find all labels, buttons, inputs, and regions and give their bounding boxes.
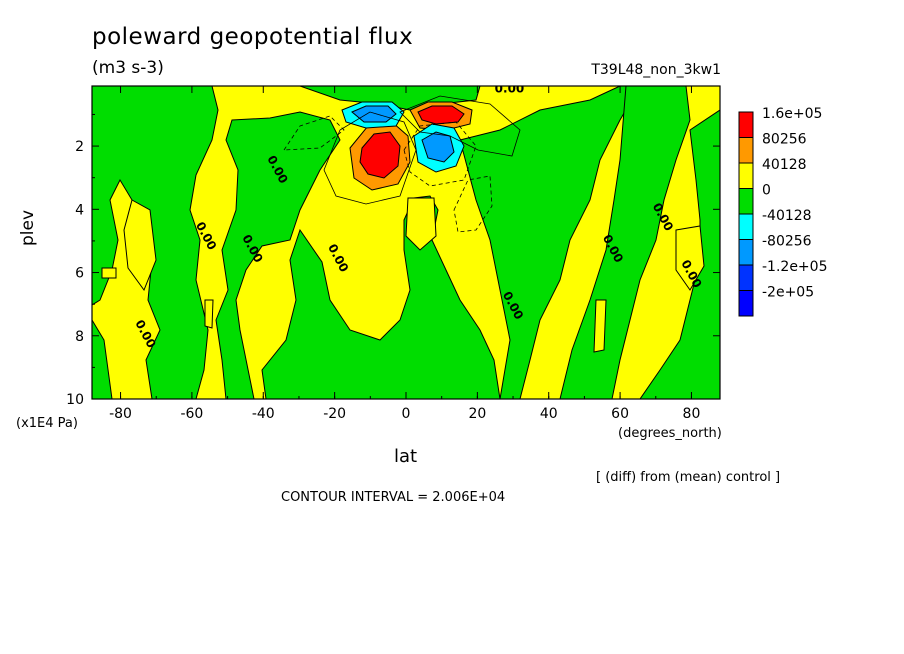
yellow-island-3 [675,225,705,291]
x-tick-label: -80 [109,406,132,422]
green-region-west [92,86,219,399]
y-tick-label: 8 [75,329,84,345]
colorbar-label: 1.6e+05 [762,106,822,122]
colorbar-label: 40128 [762,157,807,173]
colorbar-label: -2e+05 [762,285,814,301]
green-region-midwest [215,111,341,399]
red-core-north [417,105,465,125]
positive-contour-1 [323,111,417,205]
blue-core-north [421,131,455,163]
contour-interval: CONTOUR INTERVAL = 2.006E+04 [281,490,506,505]
green-region-east-center [459,86,641,399]
x-tick-label: 60 [611,406,629,422]
positive-contour-2 [399,95,521,157]
colorbar-swatch [738,239,754,266]
green-region-far-east [639,109,720,399]
x-axis-title: lat [394,446,418,467]
colorbar-swatch [738,111,754,138]
x-tick-label: 80 [683,406,701,422]
colorbar: 1.6e+05 80256 40128 0 -40128 -80256 -1.2e+05 -2… [738,106,827,317]
y-axis-unit: (x1E4 Pa) [16,416,78,431]
contour-field: 0.000.000.00 0.00 0.000.000.000.000.000.00 [92,81,720,399]
x-tick-label: -40 [252,406,275,422]
x-axis: -80 -60 -40 -20 0 20 40 60 80 [109,86,700,422]
contour-label: 0.00 [495,81,525,95]
colorbar-swatch [738,264,754,291]
green-region-east [559,86,691,399]
colorbar-label: -1.2e+05 [762,259,827,275]
yellow-island-2 [405,197,437,251]
footnote: [ (diff) from (mean) control ] [596,470,781,485]
colorbar-swatch [738,213,754,240]
y-tick-label: 4 [75,202,84,218]
colorbar-swatch [738,137,754,164]
yellow-island-5 [204,299,214,329]
x-tick-label: -20 [323,406,346,422]
negative-contour-2 [453,175,493,233]
y-tick-label: 10 [66,392,84,408]
yellow-island-1 [123,199,157,292]
colorbar-swatch [738,290,754,317]
x-tick-label: -60 [180,406,203,422]
colorbar-label: 0 [762,183,771,199]
y-tick-label: 2 [75,139,84,155]
colorbar-label: -80256 [762,234,812,250]
y-axis-title: plev [18,209,38,246]
run-label: T39L48_non_3kw1 [591,62,721,78]
y-tick-label: 6 [75,266,84,282]
y-axis: 2 4 6 8 10 [66,113,720,408]
chart-units: (m3 s-3) [92,58,164,78]
colorbar-label: 80256 [762,132,807,148]
blue-core-south [351,105,397,123]
colorbar-label: -40128 [762,208,812,224]
x-axis-unit: (degrees_north) [618,426,722,441]
x-tick-label: 0 [402,406,411,422]
negative-contour-1 [283,115,345,151]
green-region-far-west [92,319,113,399]
x-tick-label: 20 [468,406,486,422]
yellow-island-6 [101,267,117,279]
chart-title: poleward geopotential flux [92,24,414,50]
yellow-island-4 [593,299,607,353]
negative-contour-3 [403,121,477,187]
colorbar-swatch [738,162,754,189]
colorbar-swatch [738,188,754,215]
red-core-south [359,131,401,179]
x-tick-label: 40 [540,406,558,422]
